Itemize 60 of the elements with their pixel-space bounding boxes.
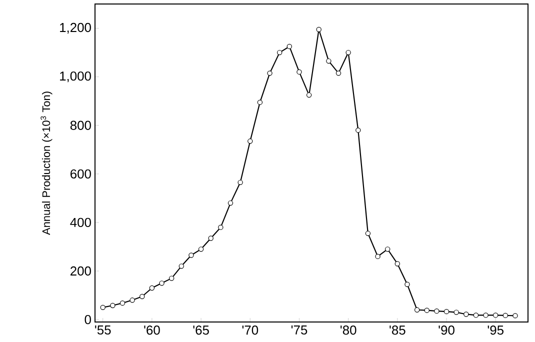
- point: [316, 26, 322, 32]
- point: [228, 200, 234, 206]
- y-tick-label: 600: [70, 169, 91, 179]
- y-axis-title: Annual Production (×10$^{3}$ Ton): [40, 92, 52, 235]
- point: [375, 254, 380, 260]
- x-tick-label: '65: [193, 326, 209, 335]
- point: [149, 285, 155, 291]
- x-tick-label: '70: [242, 326, 258, 335]
- point: [188, 252, 194, 258]
- y-tick-label: 0: [84, 314, 91, 324]
- point: [326, 58, 332, 64]
- point: [483, 312, 488, 318]
- point: [110, 302, 116, 308]
- point: [168, 276, 174, 281]
- point: [356, 128, 361, 133]
- point: [198, 246, 204, 252]
- point: [464, 312, 469, 317]
- point: [159, 280, 164, 286]
- point: [454, 310, 459, 315]
- x-tick-label: '75: [291, 326, 308, 335]
- point: [493, 312, 498, 318]
- point: [208, 236, 214, 241]
- point: [365, 230, 371, 236]
- point: [248, 138, 253, 144]
- y-tick-label: 1,200: [60, 22, 91, 34]
- point: [286, 44, 292, 50]
- x-tick-label: '55: [95, 326, 111, 335]
- y-tick-label: 1,000: [60, 71, 91, 82]
- y-tick-label: 800: [70, 120, 91, 130]
- point: [444, 308, 450, 314]
- point: [218, 224, 224, 230]
- x-tick-label: '60: [144, 326, 160, 335]
- point: [267, 70, 272, 76]
- y-tick-label: 200: [70, 266, 91, 276]
- x-tick-label: '90: [438, 326, 454, 335]
- point: [502, 312, 508, 318]
- point: [120, 300, 126, 306]
- x-tick-label: '80: [340, 326, 356, 335]
- point: [336, 70, 342, 76]
- point: [130, 298, 135, 303]
- point: [296, 69, 302, 75]
- point: [424, 308, 430, 313]
- point: [306, 92, 312, 98]
- point: [277, 50, 282, 56]
- point: [434, 308, 440, 314]
- point: [238, 180, 243, 186]
- point: [140, 294, 145, 300]
- point: [394, 261, 400, 266]
- point: [385, 246, 390, 252]
- point: [404, 282, 410, 287]
- point: [346, 50, 351, 56]
- point: [473, 312, 479, 318]
- point: [512, 313, 518, 318]
- point: [414, 307, 420, 312]
- x-tick-label: '85: [390, 326, 406, 335]
- point: [100, 304, 106, 310]
- x-tick-label: '95: [488, 326, 504, 335]
- point: [178, 264, 184, 269]
- point: [257, 100, 263, 105]
- y-tick-label: 400: [70, 218, 91, 228]
